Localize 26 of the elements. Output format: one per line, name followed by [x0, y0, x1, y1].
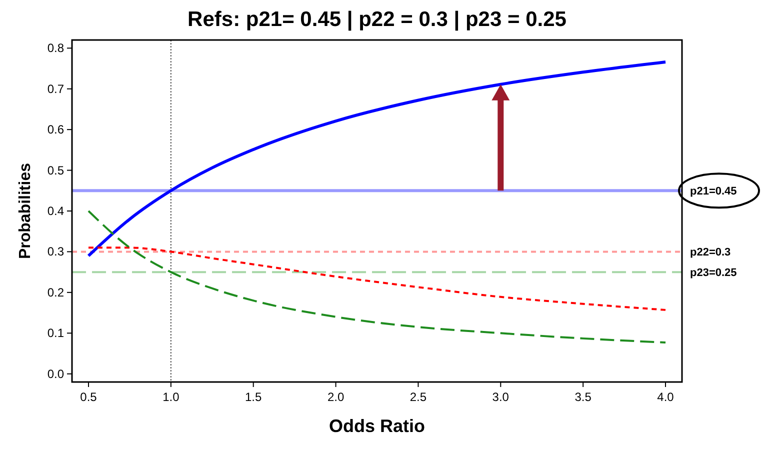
x-axis-title: Odds Ratio [328, 416, 426, 436]
line-series [87, 246, 667, 311]
x-tick-label: 1.5 [245, 390, 262, 404]
ref-line-label: p23=0.25 [690, 267, 737, 280]
y-tick-label: 0.7 [47, 82, 64, 96]
y-tick-label: 0.5 [47, 163, 64, 178]
y-tick-label: 0.0 [47, 366, 64, 381]
x-tick-label: 3.5 [574, 390, 592, 404]
ref-line-label: p21=0.45 [690, 186, 737, 198]
y-tick-label: 0.1 [47, 326, 64, 340]
x-tick-label: 3.0 [492, 390, 510, 404]
y-tick-label: 0.3 [47, 244, 64, 259]
y-tick-label: 0.8 [47, 41, 64, 56]
line-series [86, 60, 668, 258]
y-tick-label: 0.4 [47, 204, 64, 218]
x-tick-label: 2.5 [410, 390, 427, 404]
line-series [87, 210, 667, 344]
x-tick-label: 0.5 [80, 390, 98, 404]
y-axis-title: Probabilities [17, 162, 34, 260]
y-tick-label: 0.2 [47, 285, 64, 300]
y-tick-label: 0.6 [47, 122, 64, 137]
x-tick-label: 4.0 [657, 390, 674, 404]
x-tick-label: 2.0 [327, 390, 344, 404]
chart-title: Refs: p21= 0.45 | p22 = 0.3 | p23 = 0.25 [188, 8, 567, 31]
ref-line-label: p22=0.3 [690, 246, 731, 259]
x-tick-label: 1.0 [162, 390, 180, 404]
